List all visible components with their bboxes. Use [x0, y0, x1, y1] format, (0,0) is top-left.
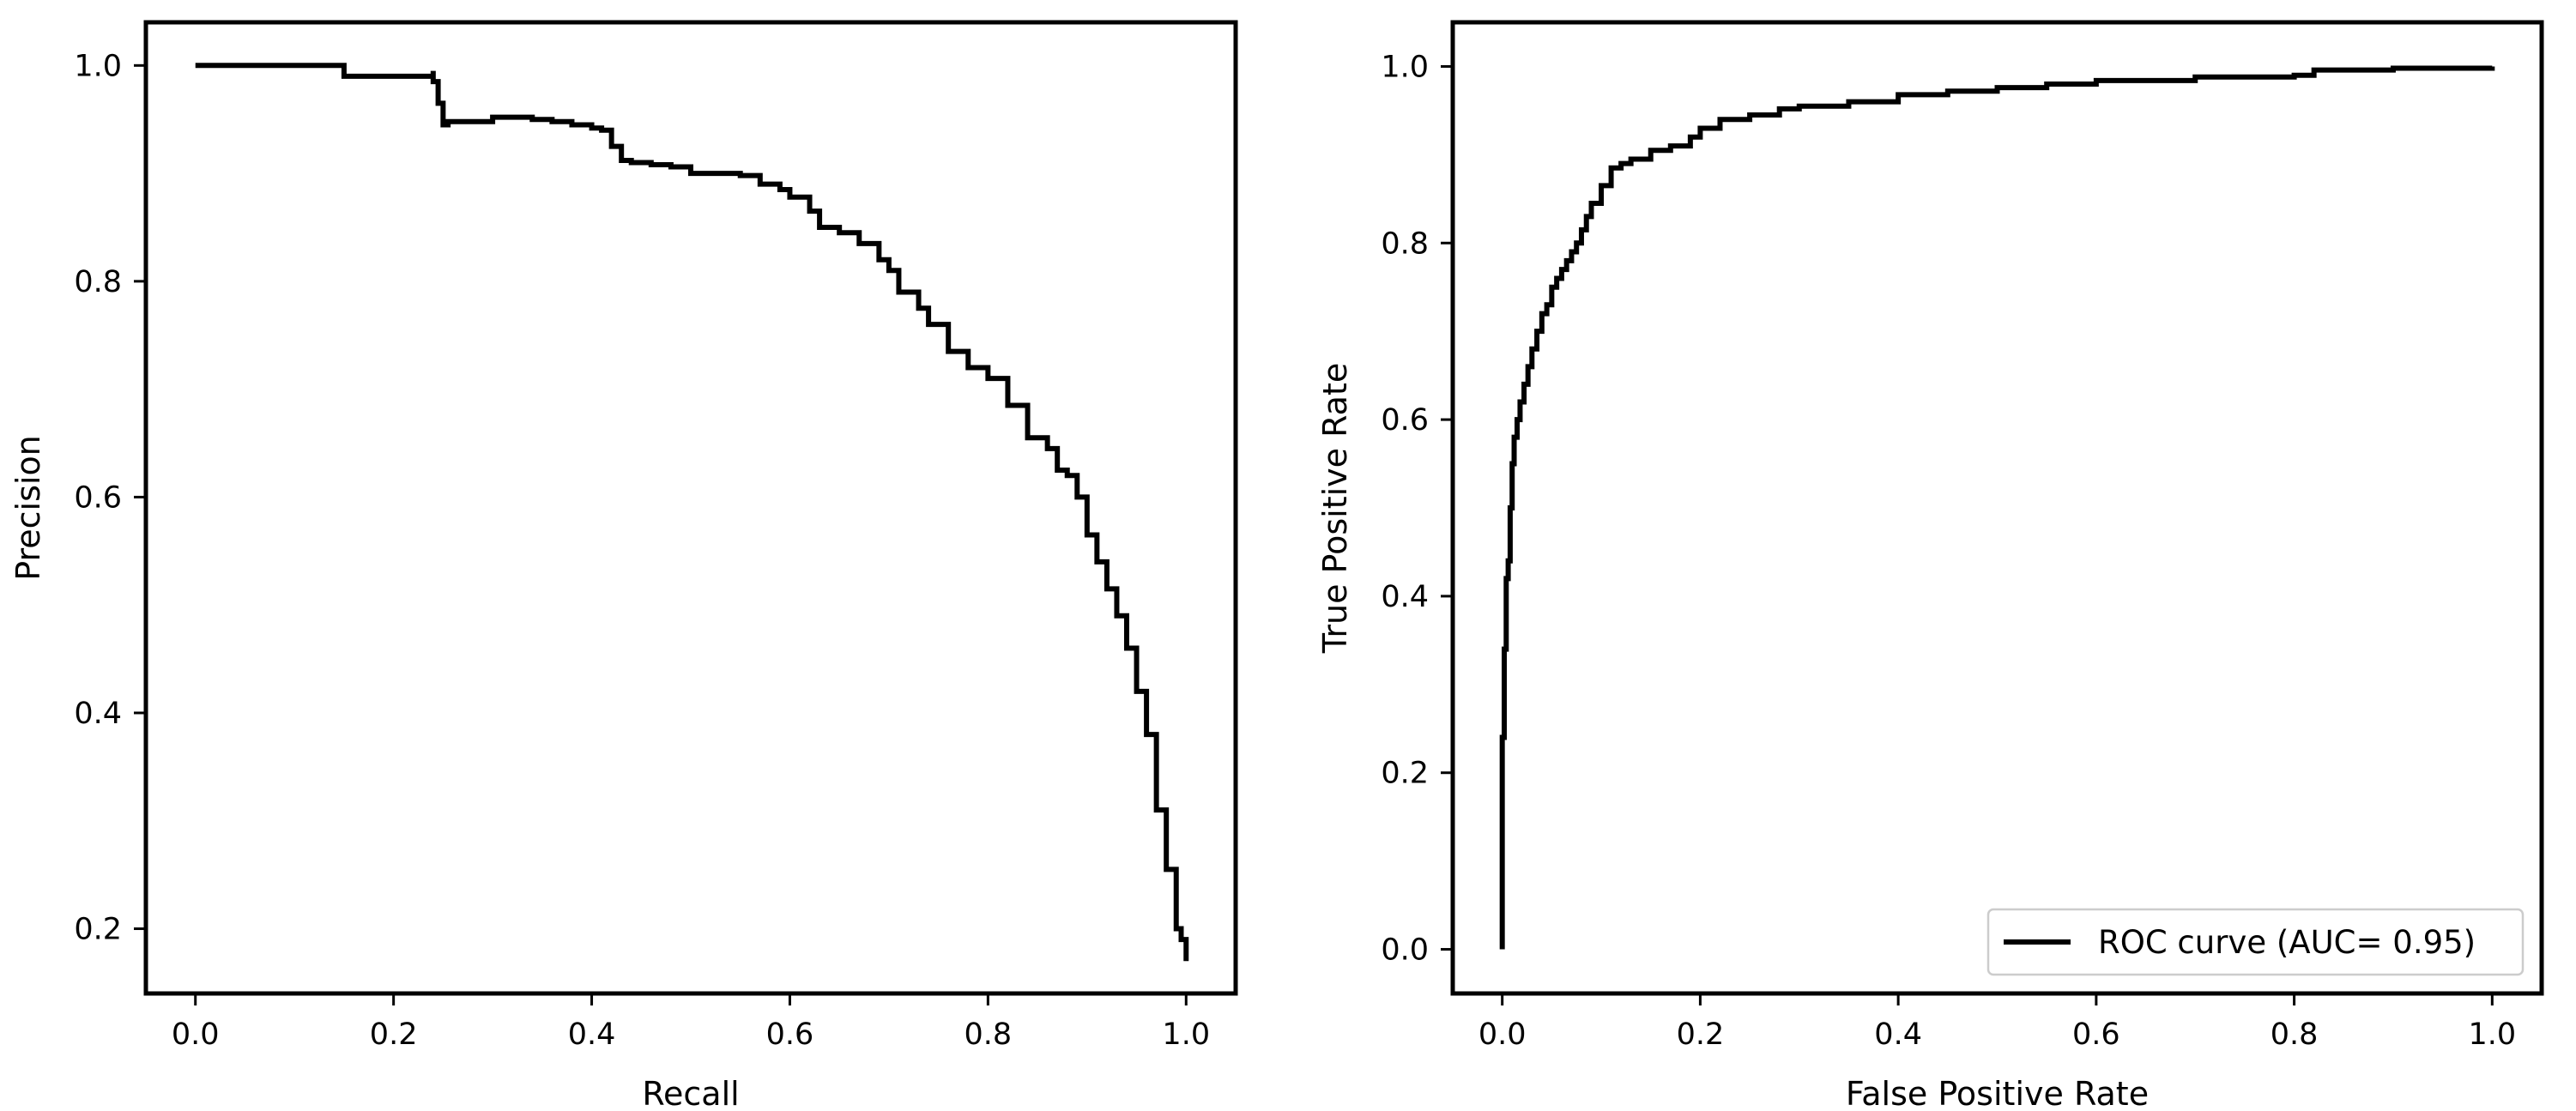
y-tick-label: 0.8 — [1381, 226, 1429, 261]
x-tick-label: 0.0 — [1478, 1017, 1527, 1052]
x-tick-label: 0.6 — [2072, 1017, 2120, 1052]
x-tick-label: 1.0 — [2468, 1017, 2516, 1052]
series-line-1 — [195, 63, 1189, 962]
x-tick-label: 1.0 — [1162, 1017, 1210, 1052]
y-tick-label: 0.6 — [74, 480, 122, 515]
legend: ROC curve (AUC= 0.95) — [1986, 908, 2525, 976]
plot-frame — [143, 20, 1238, 996]
y-tick-label: 0.8 — [74, 265, 122, 299]
y-tick-label: 0.4 — [1381, 580, 1429, 614]
y-tick-label: 1.0 — [1381, 50, 1429, 84]
series-line-1 — [1499, 65, 2495, 950]
chart-2: 0.0 0.2 0.4 0.6 0.8 1.0 0.0 0.2 0.4 0.6 0.8 1.0 Fals… — [1316, 20, 2544, 1111]
x-tick-label: 0.4 — [568, 1017, 616, 1052]
y-axis-label: Precision — [9, 435, 47, 581]
y-tick-label: 0.4 — [74, 697, 122, 731]
x-tick-label: 0.8 — [964, 1017, 1013, 1052]
chart-1: 0.0 0.2 0.4 0.6 0.8 1.0 0.2 0.4 0.6 0.8 1.0 Recall P… — [9, 20, 1238, 1111]
y-tick-label: 0.2 — [1381, 757, 1429, 791]
legend-box — [1986, 908, 2525, 976]
x-axis-label: Recall — [642, 1075, 739, 1111]
x-tick-label: 0.0 — [172, 1017, 220, 1052]
y-tick-label: 1.0 — [74, 49, 122, 83]
x-axis-label: False Positive Rate — [1846, 1075, 2149, 1111]
y-tick-label: 0.2 — [74, 913, 122, 947]
x-tick-label: 0.2 — [1677, 1017, 1725, 1052]
x-tick-label: 0.6 — [766, 1017, 814, 1052]
x-tick-label: 0.4 — [1874, 1017, 1922, 1052]
x-tick-label: 0.8 — [2271, 1017, 2319, 1052]
y-tick-label: 0.0 — [1381, 933, 1429, 968]
x-tick-label: 0.2 — [370, 1017, 418, 1052]
y-axis-label: True Positive Rate — [1316, 363, 1354, 655]
plot-frame — [1450, 20, 2544, 996]
y-tick-label: 0.6 — [1381, 403, 1429, 438]
legend-label: ROC curve (AUC= 0.95) — [2098, 924, 2476, 961]
